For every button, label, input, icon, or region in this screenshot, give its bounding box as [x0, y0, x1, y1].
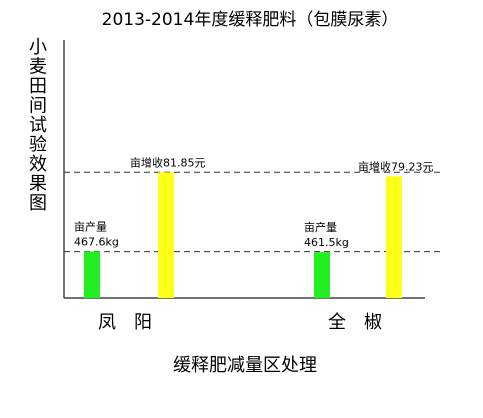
- y-axis-label: 小麦田间试验效果图: [29, 37, 47, 214]
- series-name-label: 亩增收: [130, 155, 163, 169]
- series-name-label: 亩产量: [74, 220, 107, 234]
- y-axis-label-char: 果: [29, 174, 47, 195]
- y-axis-label-char: 间: [29, 96, 47, 117]
- y-axis-label-char: 验: [29, 135, 47, 156]
- bar: [386, 176, 402, 298]
- series-name-label: 亩产量: [304, 220, 337, 234]
- x-axis-label: 缓释肥减量区处理: [173, 355, 317, 376]
- y-axis-label-char: 田: [29, 76, 47, 97]
- chart-title: 2013-2014年度缓释肥料（包膜尿素）: [102, 10, 399, 30]
- x-tick-label: 凤 阳: [98, 312, 152, 333]
- data-label: 467.6kg: [74, 236, 119, 249]
- y-axis-label-char: 麦: [29, 57, 47, 78]
- bar: [158, 172, 174, 298]
- y-axis-label-char: 效: [29, 154, 47, 175]
- series-name-label: 亩增收: [358, 159, 391, 173]
- data-label: 79.23元: [391, 160, 434, 173]
- data-label: 81.85元: [163, 156, 206, 169]
- data-label-group: 亩增收81.85元: [130, 155, 206, 169]
- y-axis-label-char: 小: [29, 37, 47, 58]
- data-label: 461.5kg: [304, 236, 349, 249]
- y-axis-label-char: 图: [29, 193, 47, 214]
- x-tick-label: 全 椒: [328, 312, 382, 333]
- bar: [84, 251, 100, 298]
- bar: [314, 252, 330, 298]
- y-axis-label-char: 试: [29, 115, 47, 136]
- data-label-group: 亩增收79.23元: [358, 159, 434, 173]
